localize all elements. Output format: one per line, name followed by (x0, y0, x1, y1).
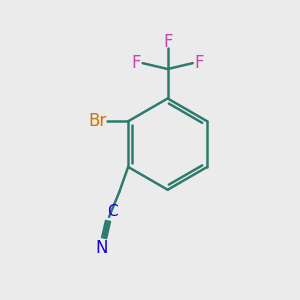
Text: F: F (194, 53, 204, 71)
Text: Br: Br (88, 112, 106, 130)
Text: F: F (163, 33, 172, 51)
Text: C: C (107, 204, 118, 219)
Text: N: N (95, 239, 108, 257)
Text: F: F (131, 53, 141, 71)
